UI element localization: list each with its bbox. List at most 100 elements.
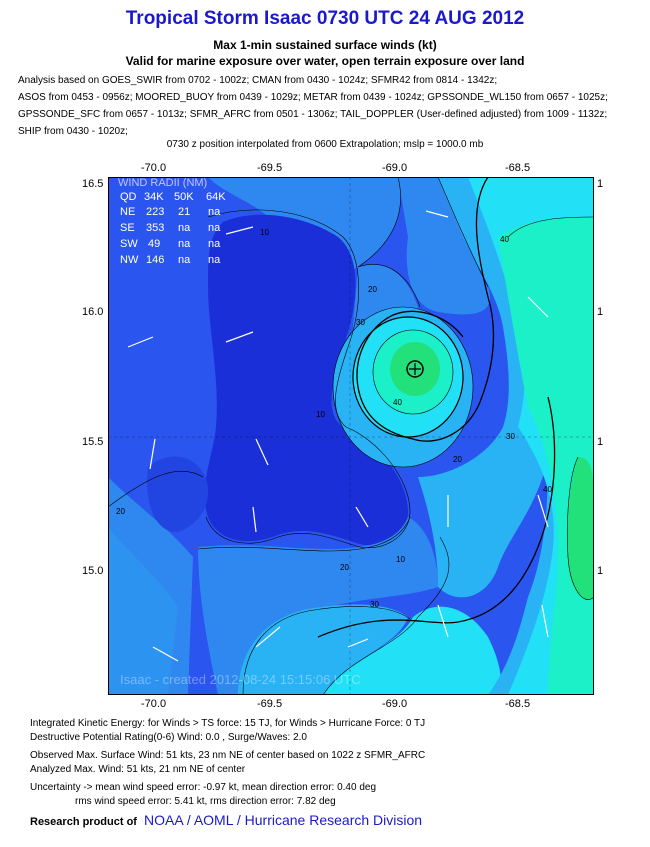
wind-radii-cell: SE [120,222,135,234]
wind-arrow [355,506,369,528]
wind-band-south-light [238,604,408,695]
wind-band-east-aqua [498,217,594,695]
observed-max-text: Observed Max. Surface Wind: 51 kts, 23 n… [30,750,426,761]
lon-label-top: -68.5 [505,162,531,174]
contour-label: 10 [396,555,405,564]
wind-radii-cell: SW [120,238,138,250]
lon-label-bottom: -69.0 [382,698,408,710]
analysis-line: GPSSONDE_SFC from 0657 - 1013z; SFMR_AFR… [18,109,608,120]
contour-label: 20 [453,455,462,464]
contour-label: 20 [116,507,125,516]
wind-field-map: WIND RADII (NM) QD 34K 50K 64K NE 223 21… [108,177,594,695]
ike-text: Integrated Kinetic Energy: for Winds > T… [30,718,426,729]
wind-arrow [425,210,449,218]
contour-label: 30 [506,432,515,441]
contour-label: 40 [500,235,509,244]
analysis-sources: Analysis based on GOES_SWIR from 0702 - … [18,72,638,140]
wind-radii-header: WIND RADII (NM) [118,177,207,189]
wind-radii-col: 64K [206,191,226,203]
wind-radii-cell: 146 [146,254,164,266]
wind-radii-cell: 223 [146,206,164,218]
wind-radii-col: 50K [174,191,194,203]
contour-line [567,456,594,600]
analysis-line: ASOS from 0453 - 0956z; MOORED_BUOY from… [18,92,608,103]
deep-blue-core [204,214,408,546]
lon-label-bottom: -68.5 [505,698,531,710]
wind-arrow [127,336,154,348]
analysis-line: Analysis based on GOES_SWIR from 0702 - … [18,75,498,86]
wind-radii-cell: 21 [178,206,190,218]
wind-radii-cell: na [208,206,221,218]
lon-label-bottom: -70.0 [141,698,167,710]
wind-arrow [541,604,549,638]
map-frame [108,177,594,695]
contour-label: 10 [316,410,325,419]
analyzed-max-text: Analyzed Max. Wind: 51 kts, 21 nm NE of … [30,764,246,775]
wind-radii-table: WIND RADII (NM) QD 34K 50K 64K NE 223 21… [118,177,226,266]
wind-band-left-edge [108,527,178,695]
contour-line [357,177,401,268]
contour-line [108,470,204,508]
lon-label-top: -69.0 [382,162,408,174]
contour-line [322,536,450,695]
organization-link[interactable]: NOAA / AOML / Hurricane Research Divisio… [144,812,423,828]
contour-line [197,516,411,552]
lat-label: 16.5 [82,178,104,190]
deep-blue-pocket [147,456,209,533]
wind-arrows [127,210,549,662]
contour-label: 40 [543,485,552,494]
research-label: Research product of [30,816,137,828]
lat-label: 15.5 [82,436,104,448]
subtitle-units: Max 1-min sustained surface winds (kt) [213,38,437,52]
wind-radii-cell: 49 [148,238,160,250]
lon-label-top: -69.5 [257,162,283,174]
lon-label-bottom: -69.5 [257,698,283,710]
position-note: 0730 z position interpolated from 0600 E… [166,139,484,150]
subtitle-validity: Valid for marine exposure over water, op… [125,54,525,68]
wind-radii-col: QD [120,191,137,203]
uncertainty-text: Uncertainty -> mean wind speed error: -0… [30,782,377,793]
wind-arrow [252,506,257,533]
wind-arrow [255,438,269,466]
wind-arrow [527,296,549,318]
contour-label: 10 [260,228,269,237]
wind-radii-col: 34K [144,191,164,203]
contour-label: 40 [393,398,402,407]
wind-arrow [537,494,549,528]
wind-band-left [108,477,193,695]
lat-label-right: 1 [597,436,604,448]
wind-arrow [225,226,254,235]
contour-ring [332,306,474,468]
wind-arrow [347,638,369,648]
lat-label-right: 1 [597,306,604,318]
page-title: Tropical Storm Isaac 0730 UTC 24 AUG 201… [125,8,525,29]
wind-radii-cell: NW [120,254,139,266]
wind-radii-cell: na [208,222,221,234]
research-credit: Research product of NOAA / AOML / Hurric… [30,812,422,828]
wind-radii-cell: na [178,222,191,234]
contour-34kt-boundary-south [317,396,556,638]
wind-band-south-cyan [323,606,501,695]
dpr-text: Destructive Potential Rating(0-6) Wind: … [30,732,307,743]
contour-line [507,216,594,238]
wind-radii-cell: na [178,238,191,250]
contour-label: 20 [368,285,377,294]
wind-band-north-east [398,177,490,315]
contour-line [357,264,421,308]
contour-line [437,177,489,288]
lon-label-top: -70.0 [141,162,167,174]
contour-label: 20 [340,563,349,572]
wind-radii-cell: 353 [146,222,164,234]
lat-label: 15.0 [82,565,104,577]
contour-labels: 10 20 20 20 20 30 30 30 40 40 40 10 10 [116,228,552,609]
wind-radii-cell: na [178,254,191,266]
storm-center-crosshair [409,363,421,375]
rms-text: rms wind speed error: 5.41 kt, rms direc… [75,796,336,807]
wind-radii-cell: na [208,254,221,266]
analysis-line: SHIP from 0430 - 1020z; [18,126,128,137]
wind-arrow [149,438,156,470]
wind-band-east-green [567,457,594,600]
lat-label-right: 1 [597,178,604,190]
wind-arrow [437,604,449,638]
contour-ring [372,329,454,415]
